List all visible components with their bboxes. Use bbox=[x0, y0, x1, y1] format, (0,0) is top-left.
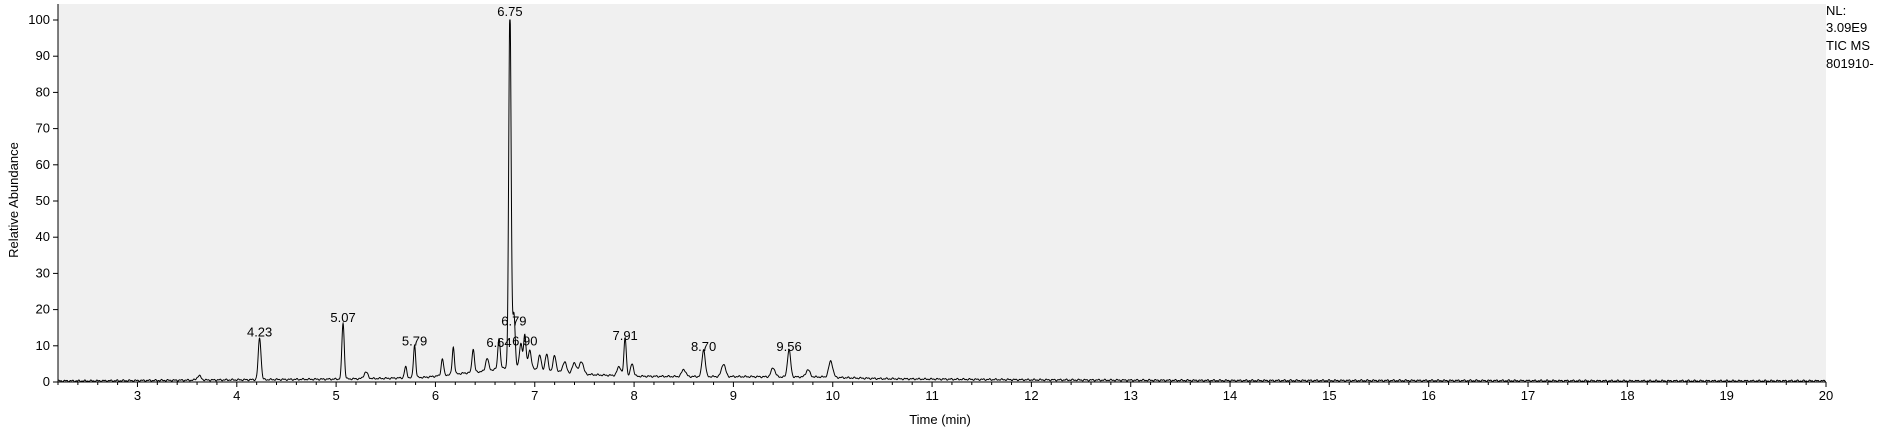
x-tick-label: 13 bbox=[1123, 388, 1137, 403]
x-tick-label: 7 bbox=[531, 388, 538, 403]
x-tick-label: 10 bbox=[826, 388, 840, 403]
y-tick-label: 80 bbox=[36, 84, 50, 99]
peak-label: 9.56 bbox=[776, 339, 801, 354]
x-tick-label: 16 bbox=[1421, 388, 1435, 403]
x-tick-label: 15 bbox=[1322, 388, 1336, 403]
x-tick-label: 3 bbox=[134, 388, 141, 403]
x-tick-label: 20 bbox=[1819, 388, 1833, 403]
peak-label: 6.90 bbox=[512, 333, 537, 348]
x-tick-label: 9 bbox=[730, 388, 737, 403]
peak-label: 8.70 bbox=[691, 339, 716, 354]
peak-label: 4.23 bbox=[247, 324, 272, 339]
y-tick-label: 30 bbox=[36, 265, 50, 280]
peak-label: 5.79 bbox=[402, 333, 427, 348]
x-tick-label: 4 bbox=[233, 388, 240, 403]
normalization-value: 3.09E9 bbox=[1826, 20, 1868, 35]
y-tick-label: 10 bbox=[36, 338, 50, 353]
normalization-label: NL: bbox=[1826, 3, 1847, 18]
trace-file-label: 801910- bbox=[1826, 56, 1874, 71]
plot-area bbox=[58, 4, 1826, 382]
x-tick-label: 11 bbox=[925, 388, 939, 403]
x-tick-label: 6 bbox=[432, 388, 439, 403]
peak-label: 6.79 bbox=[501, 314, 526, 329]
y-tick-label: 0 bbox=[43, 374, 50, 389]
x-tick-label: 19 bbox=[1719, 388, 1733, 403]
y-tick-label: 60 bbox=[36, 157, 50, 172]
x-tick-label: 12 bbox=[1024, 388, 1038, 403]
y-tick-label: 90 bbox=[36, 48, 50, 63]
x-axis-label: Time (min) bbox=[909, 412, 971, 427]
peak-label: 6.75 bbox=[497, 4, 522, 19]
x-tick-label: 8 bbox=[630, 388, 637, 403]
peak-label: 7.91 bbox=[612, 328, 637, 343]
peak-label: 6.64 bbox=[486, 335, 511, 350]
y-axis-label: Relative Abundance bbox=[6, 142, 21, 258]
y-tick-label: 50 bbox=[36, 193, 50, 208]
y-tick-label: 40 bbox=[36, 229, 50, 244]
y-tick-label: 70 bbox=[36, 121, 50, 136]
y-tick-label: 100 bbox=[28, 12, 50, 27]
tic-trace-line bbox=[57, 19, 1827, 383]
peak-label: 5.07 bbox=[330, 310, 355, 325]
x-tick-label: 18 bbox=[1620, 388, 1634, 403]
x-tick-label: 17 bbox=[1521, 388, 1535, 403]
trace-type-label: TIC MS bbox=[1826, 38, 1871, 53]
x-tick-label: 5 bbox=[332, 388, 339, 403]
y-tick-label: 20 bbox=[36, 302, 50, 317]
x-tick-label: 14 bbox=[1223, 388, 1237, 403]
